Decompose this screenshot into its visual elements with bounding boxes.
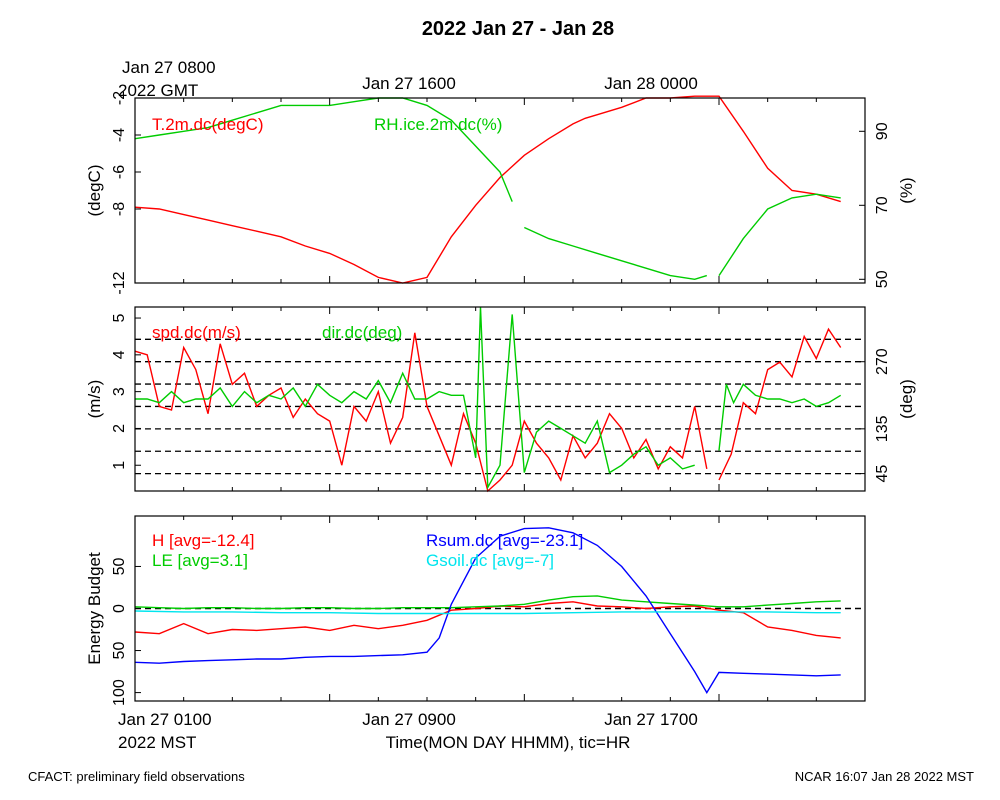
series-line-gsoil: [134, 610, 841, 615]
y-axis-label-left: (degC): [85, 165, 104, 217]
series-line-t: [134, 95, 841, 284]
gmt-tick-label-1: Jan 27 1600: [362, 74, 456, 93]
y-tick-label-left: 5: [111, 313, 128, 322]
y-tick-label-left: -8: [111, 202, 128, 216]
y-tick-label-left: 100: [111, 679, 128, 706]
plot-frame: [134, 97, 866, 284]
y-tick-label-right: 70: [874, 196, 891, 214]
legend-label: Gsoil.dc [avg=-7]: [426, 551, 554, 570]
legend-label: H [avg=-12.4]: [152, 531, 255, 550]
y-axis-label-right: (deg): [897, 379, 916, 419]
gmt-tick-label-2: Jan 28 0000: [604, 74, 698, 93]
y-tick-label-right: 90: [874, 122, 891, 140]
y-tick-label-left: -4: [111, 128, 128, 142]
series-line-le: [134, 595, 841, 610]
y-axis-label-left: Energy Budget: [85, 552, 104, 665]
plot-frame: [134, 306, 866, 492]
y-tick-label-left: 3: [111, 387, 128, 396]
gmt-zone-label: 2022 GMT: [118, 81, 198, 100]
y-tick-label-left: -6: [111, 165, 128, 179]
legend-label: RH.ice.2m.dc(%): [374, 115, 502, 134]
y-tick-label-left: 0: [111, 604, 128, 613]
x-axis-title: Time(MON DAY HHMM), tic=HR: [386, 733, 631, 752]
footer-left: CFACT: preliminary field observations: [28, 769, 245, 784]
series-line-h: [134, 601, 841, 639]
y-tick-label-right: 50: [874, 270, 891, 288]
y-tick-label-right: 45: [874, 465, 891, 483]
temperature-humidity-panel: -12 -8 -6 -4 -2 (degC) 50 70 90 (%) T.2m.dc(degC) R…: [85, 91, 916, 295]
y-tick-label-left: 50: [111, 557, 128, 575]
gmt-time-label: Jan 27 0800: [122, 58, 216, 77]
legend-label: T.2m.dc(degC): [152, 115, 263, 134]
series-line-rh: [134, 97, 841, 281]
y-tick-label-right: 270: [874, 348, 891, 375]
y-tick-label-left: 50: [111, 642, 128, 660]
footer-right: NCAR 16:07 Jan 28 2022 MST: [795, 769, 974, 784]
y-axis-label-right: (%): [897, 177, 916, 203]
chart-title: 2022 Jan 27 - Jan 28: [422, 18, 614, 40]
legend-label: spd.dc(m/s): [152, 323, 241, 342]
legend-label: dir.dc(deg): [322, 323, 402, 342]
legend-label: Rsum.dc [avg=-23.1]: [426, 531, 583, 550]
energy-budget-panel: 100 50 0 50 Energy Budget H [avg=-12.4]LE [av…: [85, 515, 866, 706]
series-line-spd: [134, 327, 842, 493]
y-tick-label-left: 4: [111, 350, 128, 359]
legend-label: LE [avg=3.1]: [152, 551, 248, 570]
y-tick-label-left: 2: [111, 424, 128, 433]
series-line-dir: [135, 306, 842, 490]
y-tick-label-left: 1: [111, 461, 128, 470]
y-axis-label-left: (m/s): [85, 380, 104, 419]
series-line-rsum: [134, 527, 841, 694]
mst-zone-label: 2022 MST: [118, 733, 196, 752]
mst-tick-label-1: Jan 27 0900: [362, 710, 456, 729]
mst-tick-label-2: Jan 27 1700: [604, 710, 698, 729]
mst-time-label: Jan 27 0100: [118, 710, 212, 729]
y-tick-label-left: -12: [111, 271, 128, 294]
y-tick-label-left: -2: [111, 91, 128, 105]
y-tick-label-right: 135: [874, 415, 891, 442]
